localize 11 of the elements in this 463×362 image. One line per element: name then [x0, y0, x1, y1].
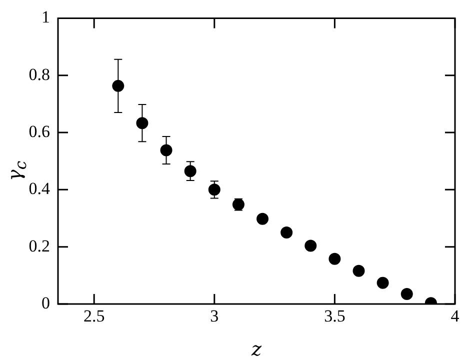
x-tick-label: 2.5 [83, 306, 105, 326]
x-tick-label: 4 [450, 306, 460, 326]
x-tick-label: 3.5 [324, 306, 346, 326]
y-tick-label: 0.4 [28, 179, 50, 198]
x-tick-label: 3 [210, 306, 219, 326]
y-tick-label: 0.2 [28, 236, 50, 256]
x-axis-title: z [250, 338, 262, 361]
y-tick-label: 0.6 [28, 122, 50, 141]
y-tick-label: 0.8 [28, 64, 50, 84]
y-tick-label: 0 [42, 293, 50, 312]
y-tick-label: 1 [42, 8, 50, 27]
